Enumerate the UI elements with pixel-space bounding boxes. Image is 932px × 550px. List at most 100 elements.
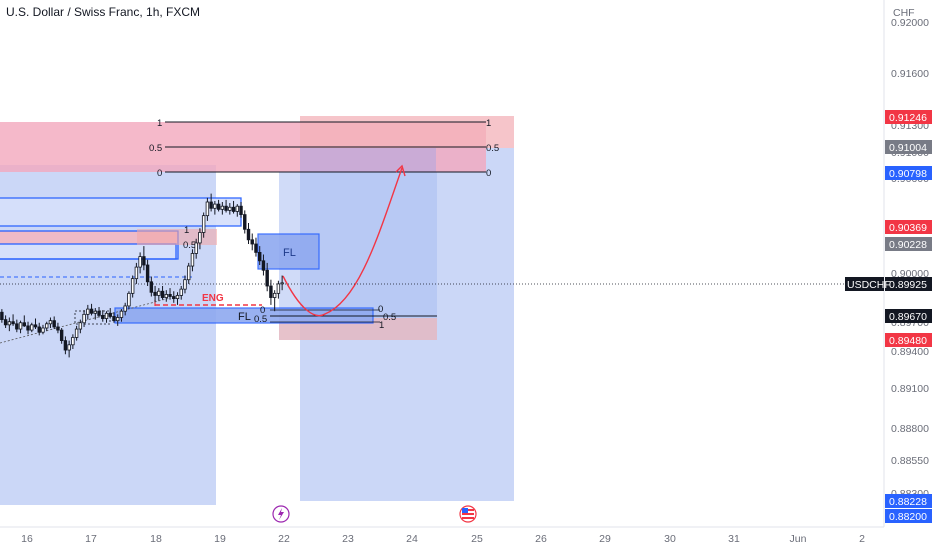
candle — [74, 325, 79, 341]
candle — [37, 322, 41, 336]
candle — [134, 262, 139, 284]
ob-box-mid — [0, 243, 177, 260]
fl-box-upper — [257, 233, 320, 270]
fib-label: 1 — [157, 118, 162, 129]
price-tag — [885, 277, 932, 291]
candles-layer — [0, 193, 284, 358]
candle — [82, 310, 86, 327]
candle-body — [22, 322, 26, 327]
candle-body — [160, 290, 165, 298]
candle-body — [231, 206, 236, 212]
candle — [149, 276, 154, 297]
candle — [145, 259, 150, 286]
candle — [56, 322, 60, 334]
lightning-icon — [272, 505, 290, 523]
candle — [194, 238, 198, 259]
y-tick-label: 0.89100 — [891, 383, 929, 395]
x-tick-label: 18 — [150, 533, 162, 545]
candle-body — [33, 324, 38, 328]
candle-body — [209, 201, 213, 209]
candle — [45, 321, 49, 332]
candle — [112, 312, 116, 323]
candle-body — [172, 296, 176, 299]
candle — [22, 315, 26, 327]
price-tag — [885, 494, 932, 508]
x-tick-label: 29 — [599, 533, 611, 545]
candle — [138, 252, 142, 274]
candle — [11, 314, 15, 326]
price-tag — [885, 237, 932, 251]
candle — [209, 193, 213, 212]
projection-arrow — [395, 164, 406, 177]
candle-body — [15, 323, 19, 330]
candle — [239, 202, 243, 218]
fib-label: 0.5 — [486, 143, 499, 154]
candle-body — [254, 243, 258, 253]
candle-body — [164, 293, 168, 298]
x-tick-label: Jun — [790, 533, 807, 545]
candle — [41, 324, 45, 335]
candle-body — [119, 310, 124, 318]
x-tick-label: 26 — [535, 533, 547, 545]
fib-label: 0.5 — [149, 143, 162, 154]
candle-body — [138, 256, 142, 268]
price-tag-value: 0.90369 — [889, 222, 927, 234]
candle — [101, 310, 105, 322]
candle — [201, 212, 206, 238]
candle — [272, 290, 277, 312]
candle-body — [0, 311, 4, 320]
candle-body — [82, 313, 86, 324]
candle-body — [239, 205, 243, 215]
candle — [33, 318, 38, 330]
candle — [59, 328, 64, 344]
candle-body — [41, 327, 45, 333]
candle — [153, 286, 157, 302]
price-tag-value: 0.88200 — [889, 511, 927, 523]
x-tick-label: 2 — [859, 533, 865, 545]
candle-body — [74, 328, 79, 338]
candle — [183, 275, 187, 294]
candle-body — [71, 337, 75, 346]
fib-label: 0 — [157, 168, 162, 179]
ob-box-upper — [0, 197, 242, 227]
candle — [172, 291, 176, 303]
candle — [228, 203, 232, 215]
candle-body — [67, 344, 71, 351]
x-tick-label: 22 — [278, 533, 290, 545]
candle — [15, 319, 19, 333]
candle — [235, 204, 239, 217]
candle — [130, 275, 135, 298]
y-tick-label: 0.92000 — [891, 17, 929, 29]
candle — [187, 262, 191, 284]
candle-body — [116, 317, 120, 322]
candle — [246, 223, 251, 244]
price-tag — [885, 509, 932, 523]
candle-body — [179, 288, 183, 296]
candle-body — [7, 321, 12, 326]
candle-body — [269, 285, 273, 298]
price-tag-value: 0.89925 — [889, 279, 927, 291]
candle-body — [216, 203, 221, 210]
candle-body — [52, 320, 56, 328]
eng-label: ENG — [202, 293, 224, 304]
candle — [179, 286, 183, 300]
fib-label: 0 — [260, 305, 265, 316]
candle — [89, 303, 94, 316]
fib-label: 1 — [379, 320, 384, 331]
candle-body — [201, 215, 206, 233]
candle-body — [228, 206, 232, 211]
price-tag — [885, 140, 932, 154]
candle — [220, 202, 225, 215]
candle-body — [30, 324, 34, 331]
x-tick-label: 17 — [85, 533, 97, 545]
chart-title: U.S. Dollar / Swiss Franc, 1h, FXCM — [6, 5, 201, 19]
candle — [127, 291, 131, 310]
candle-body — [108, 312, 112, 317]
small-red-zone — [137, 229, 217, 245]
candle — [224, 199, 228, 213]
candle — [67, 340, 71, 358]
candle — [3, 315, 8, 328]
fib-label: 0.5 — [254, 314, 267, 325]
candle — [93, 308, 97, 320]
